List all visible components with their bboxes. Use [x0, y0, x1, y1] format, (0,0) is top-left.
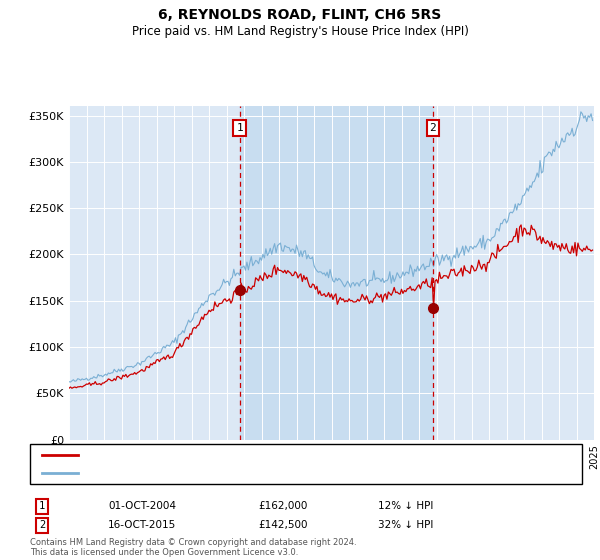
Text: 01-OCT-2004: 01-OCT-2004 — [108, 501, 176, 511]
Text: 12% ↓ HPI: 12% ↓ HPI — [378, 501, 433, 511]
Text: Contains HM Land Registry data © Crown copyright and database right 2024.
This d: Contains HM Land Registry data © Crown c… — [30, 538, 356, 557]
Text: 16-OCT-2015: 16-OCT-2015 — [108, 520, 176, 530]
Text: 32% ↓ HPI: 32% ↓ HPI — [378, 520, 433, 530]
Text: 6, REYNOLDS ROAD, FLINT, CH6 5RS (detached house): 6, REYNOLDS ROAD, FLINT, CH6 5RS (detach… — [87, 450, 372, 460]
Text: 1: 1 — [236, 123, 243, 133]
Text: 6, REYNOLDS ROAD, FLINT, CH6 5RS: 6, REYNOLDS ROAD, FLINT, CH6 5RS — [158, 8, 442, 22]
Text: £162,000: £162,000 — [258, 501, 307, 511]
Text: 2: 2 — [39, 520, 45, 530]
Text: Price paid vs. HM Land Registry's House Price Index (HPI): Price paid vs. HM Land Registry's House … — [131, 25, 469, 38]
Text: £142,500: £142,500 — [258, 520, 308, 530]
Text: HPI: Average price, detached house, Flintshire: HPI: Average price, detached house, Flin… — [87, 468, 328, 478]
Text: 2: 2 — [430, 123, 436, 133]
Bar — [239, 106, 433, 440]
Text: 1: 1 — [39, 501, 45, 511]
